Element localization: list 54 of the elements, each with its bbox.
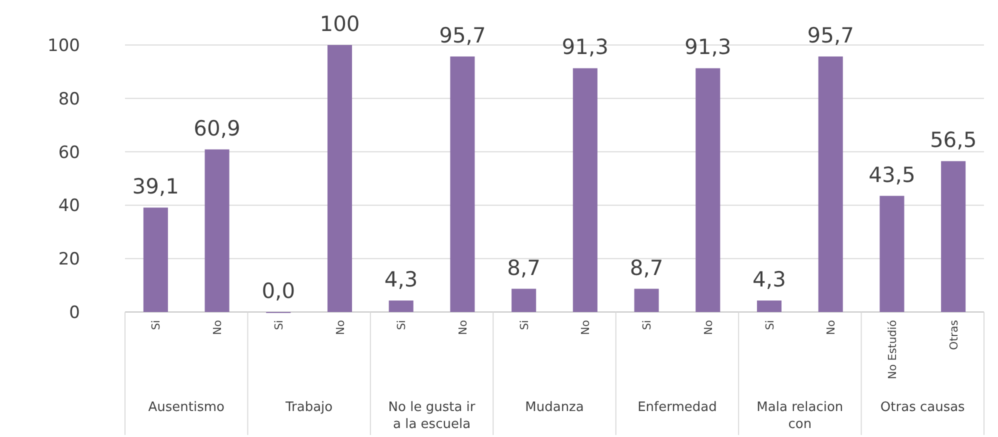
bar bbox=[512, 288, 536, 312]
data-label: 95,7 bbox=[439, 23, 486, 48]
x-tick-label: No bbox=[334, 320, 347, 335]
y-tick-label: 0 bbox=[69, 302, 80, 323]
data-label: 56,5 bbox=[930, 128, 977, 152]
y-tick-label: 80 bbox=[58, 89, 80, 110]
y-tick-label: 20 bbox=[58, 250, 80, 270]
text: Ausentismo bbox=[148, 400, 225, 415]
y-tick-label: 100 bbox=[48, 36, 80, 56]
x-tick-label: No bbox=[702, 320, 715, 335]
text: No le gusta ir a la escuela bbox=[388, 400, 476, 432]
data-label: 4,3 bbox=[384, 268, 418, 292]
y-tick-label: 60 bbox=[58, 142, 80, 163]
y-tick-label: 40 bbox=[58, 196, 80, 216]
x-tick-label: No bbox=[579, 320, 592, 335]
bar bbox=[388, 300, 414, 312]
bar bbox=[818, 56, 843, 312]
bar bbox=[572, 68, 598, 312]
data-label: 39,1 bbox=[132, 174, 180, 199]
x-tick-label: No bbox=[456, 320, 470, 335]
data-label: 8,7 bbox=[507, 256, 541, 280]
text: Enfermedad bbox=[638, 400, 717, 415]
x-tick-label: Si bbox=[640, 320, 654, 330]
data-label: 60,9 bbox=[194, 116, 240, 140]
x-tick-label: Si bbox=[150, 320, 163, 330]
x-tick-label: No bbox=[211, 320, 224, 335]
data-label: 100 bbox=[320, 12, 360, 36]
bar bbox=[204, 149, 230, 312]
data-label: 43,5 bbox=[868, 162, 916, 187]
data-label: 4,3 bbox=[752, 268, 786, 292]
x-tick-label: Si bbox=[518, 320, 531, 330]
bar bbox=[880, 196, 904, 312]
x-tick-label: No bbox=[824, 320, 838, 335]
data-label: 91,3 bbox=[684, 35, 732, 60]
x-tick-label: Si bbox=[395, 320, 408, 330]
x-tick-label: No Estudió bbox=[886, 320, 899, 380]
text: Trabajo bbox=[284, 400, 333, 415]
data-label: 0,0 bbox=[262, 279, 296, 303]
text: Mudanza bbox=[525, 400, 584, 415]
x-tick-label: Si bbox=[763, 320, 776, 330]
text: Otras causas bbox=[880, 400, 966, 415]
text: Mala relacion con bbox=[756, 400, 844, 432]
x-tick-label: Si bbox=[272, 320, 286, 330]
bar bbox=[941, 161, 966, 312]
bar bbox=[756, 300, 782, 312]
x-tick-label: Otras bbox=[947, 320, 960, 350]
bar bbox=[143, 208, 168, 312]
bar bbox=[327, 45, 352, 312]
data-label: 8,7 bbox=[630, 256, 664, 280]
bar bbox=[634, 288, 659, 312]
bar bbox=[696, 68, 720, 312]
bar bbox=[450, 56, 475, 312]
data-label: 95,7 bbox=[807, 23, 854, 48]
data-label: 91,3 bbox=[562, 35, 609, 60]
